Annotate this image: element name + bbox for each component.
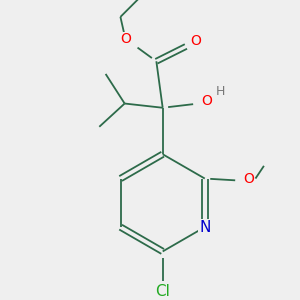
Text: O: O <box>243 172 254 185</box>
Text: O: O <box>201 94 212 108</box>
Text: N: N <box>199 220 210 235</box>
Text: O: O <box>190 34 201 48</box>
Text: O: O <box>120 32 131 46</box>
Text: Cl: Cl <box>155 284 170 299</box>
Text: H: H <box>216 85 225 98</box>
